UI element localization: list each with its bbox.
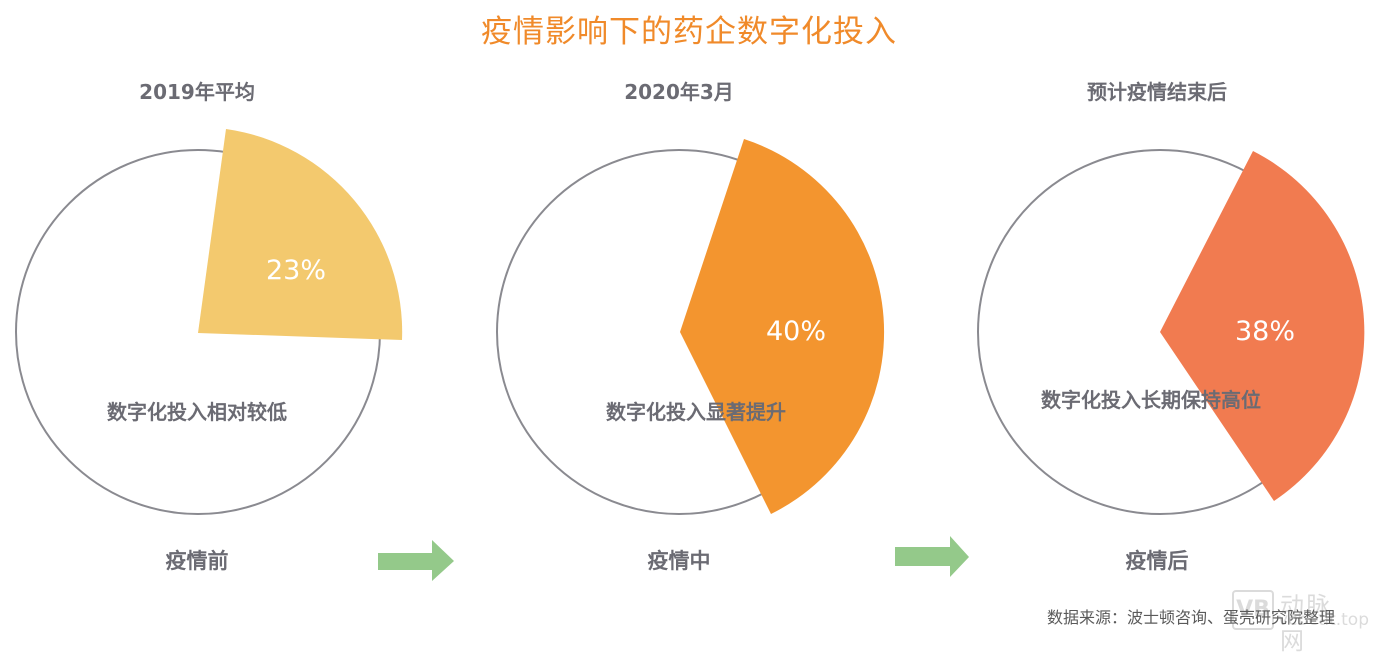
watermark-en: vcbeat.top xyxy=(1278,610,1370,630)
chart-title: 疫情影响下的药企数字化投入 xyxy=(481,14,897,50)
pie-after: 38% xyxy=(977,149,1365,515)
pie-value-during: 40% xyxy=(766,316,826,347)
arrow-right-icon xyxy=(895,536,969,577)
pie-before: 23% xyxy=(15,129,403,515)
phase-label-during: 疫情中 xyxy=(647,549,711,573)
panel-header-during: 2020年3月 xyxy=(624,80,734,104)
arrow-right-icon xyxy=(378,540,454,581)
annotation-after: 数字化投入长期保持高位 xyxy=(1041,388,1261,412)
annotation-during: 数字化投入显著提升 xyxy=(606,400,786,424)
pie-value-after: 38% xyxy=(1235,316,1295,347)
watermark-cn: 动脉网 xyxy=(1280,592,1332,655)
annotation-before: 数字化投入相对较低 xyxy=(107,400,287,424)
data-source: 数据来源：波士顿咨询、蛋壳研究院整理 xyxy=(1047,608,1336,627)
watermark-logo-icon: VB xyxy=(1232,590,1274,630)
pie-slice-after xyxy=(1160,151,1365,501)
pie-during: 40% xyxy=(496,139,885,515)
watermark: VB 动脉网 vcbeat.top xyxy=(1232,590,1369,655)
panel-header-after: 预计疫情结束后 xyxy=(1087,80,1227,104)
pie-slice-before xyxy=(198,129,403,340)
phase-label-after: 疫情后 xyxy=(1125,549,1189,573)
pie-value-before: 23% xyxy=(266,255,326,286)
panel-header-before: 2019年平均 xyxy=(139,80,255,104)
phase-label-before: 疫情前 xyxy=(165,549,229,573)
pie-slice-during xyxy=(680,139,885,514)
